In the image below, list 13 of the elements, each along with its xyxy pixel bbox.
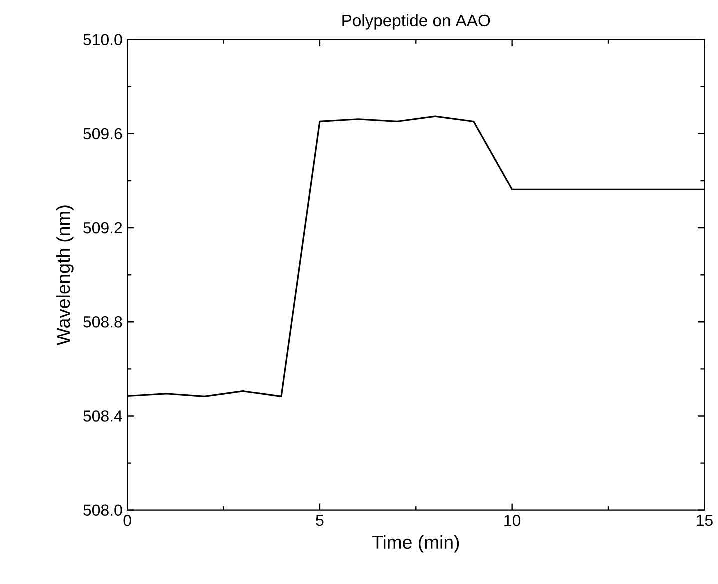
x-tick-label: 0 [124,514,132,526]
y-tick-label: 508.8 [84,316,122,328]
y-tick-label: 508.0 [84,504,122,516]
x-tick-label: 5 [316,514,324,526]
y-axis-title: Wavelength (nm) [56,206,74,346]
y-tick-label: 508.4 [84,410,122,422]
chart-title: Polypeptide on AAO [342,14,490,30]
x-tick-label: 15 [697,514,713,526]
x-tick-label: 10 [504,514,521,526]
y-tick-label: 509.2 [84,222,122,234]
y-tick-label: 509.6 [84,128,122,140]
x-axis-title: Time (min) [372,535,460,553]
y-tick-label: 510.0 [84,34,122,46]
